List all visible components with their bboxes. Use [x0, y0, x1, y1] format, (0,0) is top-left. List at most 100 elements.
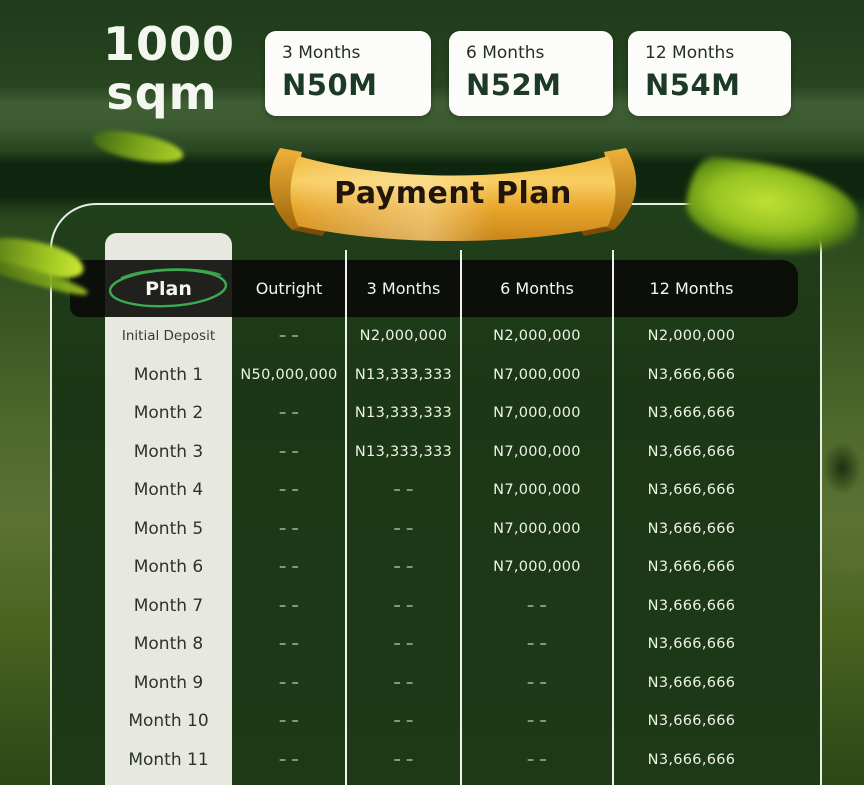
- cell-12-months: N3,666,666: [647, 366, 736, 383]
- cell-outright: – –: [278, 328, 299, 345]
- price-card-price: N54M: [645, 68, 741, 102]
- row-label: Month 8: [133, 634, 204, 655]
- price-card-12-months: 12 Months N54M: [628, 31, 791, 116]
- cell-6-months: N7,000,000: [493, 520, 581, 537]
- row-label: Initial Deposit: [121, 328, 216, 345]
- cell-3-months: N13,333,333: [354, 443, 453, 460]
- cell-6-months: N7,000,000: [493, 559, 581, 576]
- row-label: Month 1: [133, 364, 204, 385]
- cell-outright: – –: [278, 520, 299, 537]
- cell-6-months: N7,000,000: [493, 405, 581, 422]
- table-row: Month 1 N50,000,000 N13,333,333 N7,000,0…: [105, 356, 798, 395]
- cell-outright: N50,000,000: [240, 366, 338, 383]
- price-card-6-months: 6 Months N52M: [449, 31, 613, 116]
- cell-outright: – –: [278, 405, 299, 422]
- cell-3-months: N13,333,333: [354, 366, 453, 383]
- column-header-outright: Outright: [255, 279, 323, 298]
- row-label: Month 11: [128, 749, 209, 770]
- payment-plan-banner: Payment Plan: [258, 142, 648, 242]
- plan-highlight-ellipse-icon: [108, 268, 228, 308]
- column-divider: [612, 250, 614, 785]
- cell-12-months: N3,666,666: [647, 443, 736, 460]
- cell-3-months: – –: [393, 751, 414, 768]
- cell-6-months: N7,000,000: [493, 482, 581, 499]
- row-label: Month 9: [133, 672, 204, 693]
- cell-12-months: N3,666,666: [647, 597, 736, 614]
- column-header-3-months: 3 Months: [366, 279, 441, 298]
- cell-outright: – –: [278, 559, 299, 576]
- cell-12-months: N3,666,666: [647, 674, 736, 691]
- table-row: Month 2 – – N13,333,333 N7,000,000 N3,66…: [105, 394, 798, 433]
- cell-outright: – –: [278, 751, 299, 768]
- cell-12-months: N3,666,666: [647, 405, 736, 422]
- table-row: Month 10 – – – – – – N3,666,666: [105, 702, 798, 741]
- plot-size: 1000 sqm: [103, 17, 236, 120]
- payment-table-body: Initial Deposit – – N2,000,000 N2,000,00…: [105, 317, 798, 779]
- cell-12-months: N3,666,666: [647, 482, 736, 499]
- cell-3-months: – –: [393, 559, 414, 576]
- table-row: Month 4 – – – – N7,000,000 N3,666,666: [105, 471, 798, 510]
- price-card-3-months: 3 Months N50M: [265, 31, 431, 116]
- cell-6-months: N7,000,000: [493, 366, 581, 383]
- cell-outright: – –: [278, 636, 299, 653]
- row-label: Month 7: [133, 595, 204, 616]
- cell-3-months: – –: [393, 713, 414, 730]
- table-row: Month 6 – – – – N7,000,000 N3,666,666: [105, 548, 798, 587]
- cell-6-months: – –: [526, 674, 547, 691]
- cell-6-months: N2,000,000: [493, 328, 581, 345]
- plan-column-background: [105, 233, 232, 785]
- cell-outright: – –: [278, 443, 299, 460]
- table-row: Month 7 – – – – – – N3,666,666: [105, 587, 798, 626]
- table-row: Month 9 – – – – – – N3,666,666: [105, 664, 798, 703]
- cell-3-months: – –: [393, 597, 414, 614]
- price-card-term: 3 Months: [282, 43, 361, 63]
- cell-outright: – –: [278, 482, 299, 499]
- row-label: Month 2: [133, 403, 204, 424]
- column-header-label: Plan: [145, 277, 192, 300]
- cell-6-months: – –: [526, 636, 547, 653]
- column-header-6-months: 6 Months: [500, 279, 574, 298]
- column-header-plan: Plan: [105, 260, 232, 317]
- table-row: Month 8 – – – – – – N3,666,666: [105, 625, 798, 664]
- table-row: Month 5 – – – – N7,000,000 N3,666,666: [105, 510, 798, 549]
- column-header-12-months: 12 Months: [649, 279, 734, 298]
- row-label: Month 5: [133, 518, 204, 539]
- cell-6-months: – –: [526, 597, 547, 614]
- cell-3-months: – –: [393, 636, 414, 653]
- cell-outright: – –: [278, 674, 299, 691]
- table-row: Month 11 – – – – – – N3,666,666: [105, 741, 798, 780]
- cell-3-months: – –: [393, 674, 414, 691]
- cell-12-months: N2,000,000: [647, 328, 736, 345]
- cell-12-months: N3,666,666: [647, 520, 736, 537]
- column-divider: [345, 250, 347, 785]
- price-card-term: 12 Months: [645, 43, 735, 63]
- cell-3-months: N13,333,333: [354, 405, 453, 422]
- row-label: Month 3: [133, 441, 204, 462]
- plot-size-value: 1000: [103, 17, 236, 71]
- cell-outright: – –: [278, 597, 299, 614]
- table-row: Initial Deposit – – N2,000,000 N2,000,00…: [105, 317, 798, 356]
- row-label: Month 6: [133, 557, 204, 578]
- cell-12-months: N3,666,666: [647, 636, 736, 653]
- cell-12-months: N3,666,666: [647, 713, 736, 730]
- row-label: Month 4: [133, 480, 204, 501]
- banner-title: Payment Plan: [334, 176, 572, 211]
- cell-outright: – –: [278, 713, 299, 730]
- cell-3-months: N2,000,000: [359, 328, 448, 345]
- plot-size-unit: sqm: [106, 66, 218, 120]
- cell-3-months: – –: [393, 482, 414, 499]
- ribbon-icon: [269, 148, 637, 241]
- price-card-price: N52M: [466, 68, 562, 102]
- cell-6-months: – –: [526, 751, 547, 768]
- table-row: Month 3 – – N13,333,333 N7,000,000 N3,66…: [105, 433, 798, 472]
- cell-12-months: N3,666,666: [647, 559, 736, 576]
- price-card-price: N50M: [282, 68, 378, 102]
- cell-6-months: N7,000,000: [493, 443, 581, 460]
- column-divider: [460, 250, 462, 785]
- price-card-term: 6 Months: [466, 43, 545, 63]
- row-label: Month 10: [128, 711, 209, 732]
- cell-3-months: – –: [393, 520, 414, 537]
- cell-12-months: N3,666,666: [647, 751, 736, 768]
- cell-6-months: – –: [526, 713, 547, 730]
